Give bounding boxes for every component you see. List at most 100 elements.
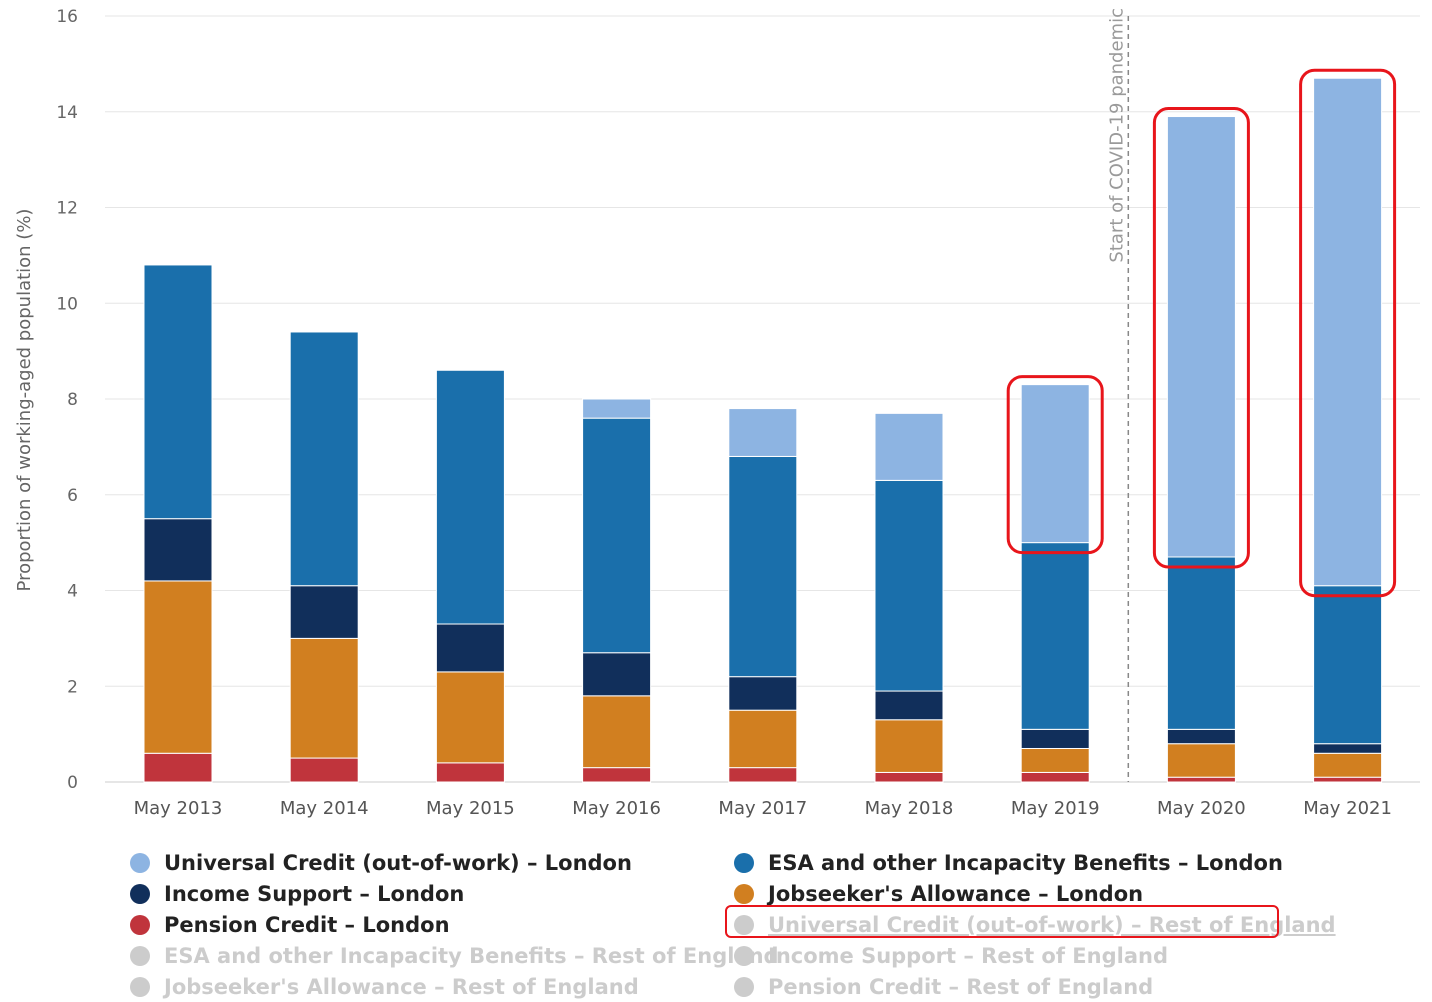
legend-item-esa-rest[interactable]: ESA and other Incapacity Benefits – Rest… [130,944,779,968]
highlight-box [1299,68,1397,598]
bar-segment[interactable] [874,412,944,481]
bar-segment[interactable] [143,580,213,754]
y-axis-title: Proportion of working-aged population (%… [14,209,35,592]
bars [143,77,1383,783]
legend-label: Income Support – London [164,882,465,906]
legend-label: Universal Credit (out-of-work) – London [164,851,632,875]
x-tick-label: May 2013 [134,798,223,819]
bar-segment[interactable] [289,637,359,759]
bar-segment[interactable] [874,771,944,783]
bar-segment[interactable] [143,264,213,520]
y-tick-label: 12 [56,199,78,219]
legend-marker [734,853,754,873]
legend-label: Universal Credit (out-of-work) – Rest of… [768,913,1336,937]
legend-label: Jobseeker's Allowance – Rest of England [164,975,639,999]
y-tick-label: 10 [56,294,78,314]
legend-item-is-rest[interactable]: Income Support – Rest of England [734,944,1168,968]
x-tick-label: May 2015 [426,798,515,819]
legend-marker [734,946,754,966]
pandemic-label: Start of COVID-19 pandemic [1106,8,1127,263]
stacked-bar-chart: 0 2 4 6 8 10 12 14 16 Proportion of working-aged… [14,7,1420,819]
bar-segment[interactable] [1313,752,1383,778]
y-tick-label: 14 [56,103,78,123]
bar-segment[interactable] [1166,116,1236,558]
bar-segment[interactable] [1020,542,1090,730]
bar-segment[interactable] [728,455,798,678]
bar-segment[interactable] [289,585,359,639]
x-tick-label: May 2016 [572,798,661,819]
x-tick-label: May 2020 [1157,798,1246,819]
y-tick-label: 2 [67,677,78,697]
legend-marker [130,884,150,904]
bar-segment[interactable] [874,719,944,773]
x-tick-label: May 2018 [865,798,954,819]
highlight-box [1006,375,1104,555]
legend-label: ESA and other Incapacity Benefits – Lond… [768,851,1283,875]
x-tick-label: May 2014 [280,798,369,819]
y-tick-label: 6 [67,486,78,506]
bar-segment[interactable] [1020,728,1090,749]
bar-segment[interactable] [1020,384,1090,544]
bar-segment[interactable] [435,671,505,764]
y-tick-label: 4 [67,582,78,602]
bar-segment[interactable] [435,369,505,625]
legend-item-jsa-london[interactable]: Jobseeker's Allowance – London [734,882,1143,906]
bar-segment[interactable] [1020,771,1090,783]
bar-segment[interactable] [728,408,798,457]
annotations: Start of COVID-19 pandemic [1106,8,1130,782]
bar-segment[interactable] [1166,776,1236,783]
bar-segment[interactable] [728,709,798,769]
bar-segment[interactable] [582,652,652,697]
legend-label: Jobseeker's Allowance – London [768,882,1144,906]
bar-segment[interactable] [143,518,213,582]
bar-segment[interactable] [728,676,798,711]
highlight-boxes [1006,68,1397,598]
legend-item-uc-rest[interactable]: Universal Credit (out-of-work) – Rest of… [734,913,1336,937]
x-axis: May 2013 May 2014 May 2015 May 2016 May 2017… [134,798,1392,819]
bar-segment[interactable] [289,757,359,783]
bar-segment[interactable] [874,479,944,692]
legend-label: Income Support – Rest of England [768,944,1168,968]
legend-item-pc-rest[interactable]: Pension Credit – Rest of England [734,975,1153,999]
bar-segment[interactable] [1166,743,1236,778]
bar-segment[interactable] [1313,743,1383,754]
bar-segment[interactable] [435,623,505,673]
x-tick-label: May 2019 [1011,798,1100,819]
bar-segment[interactable] [582,767,652,783]
bar-segment[interactable] [1020,747,1090,773]
legend-label: Pension Credit – London [164,913,450,937]
x-tick-label: May 2021 [1303,798,1392,819]
legend-label: Pension Credit – Rest of England [768,975,1154,999]
y-tick-label: 16 [56,7,78,27]
bar-segment[interactable] [1313,776,1383,783]
bar-segment[interactable] [1166,556,1236,730]
legend-item-jsa-rest[interactable]: Jobseeker's Allowance – Rest of England [130,975,639,999]
legend-marker [130,853,150,873]
bar-segment[interactable] [874,690,944,721]
bar-segment[interactable] [728,767,798,783]
bar-segment[interactable] [582,695,652,769]
bar-segment[interactable] [435,762,505,783]
legend-item-pc-london[interactable]: Pension Credit – London [130,913,450,937]
y-tick-label: 8 [67,390,78,410]
legend-marker [130,946,150,966]
y-axis: 0 2 4 6 8 10 12 14 16 [56,7,78,793]
highlight-box [1152,107,1250,569]
legend-item-is-london[interactable]: Income Support – London [130,882,464,906]
y-tick-label: 0 [67,773,78,793]
bar-segment[interactable] [1313,77,1383,587]
legend-marker [734,915,754,935]
legend-marker [130,915,150,935]
bar-segment[interactable] [582,417,652,654]
legend-item-uc-london[interactable]: Universal Credit (out-of-work) – London [130,851,632,875]
legend-item-esa-london[interactable]: ESA and other Incapacity Benefits – Lond… [734,851,1283,875]
legend-marker [734,884,754,904]
bar-segment[interactable] [582,398,652,419]
bar-segment[interactable] [1313,585,1383,745]
legend-marker [130,977,150,997]
bar-segment[interactable] [289,331,359,587]
bar-segment[interactable] [1166,728,1236,745]
legend-marker [734,977,754,997]
bar-segment[interactable] [143,752,213,783]
